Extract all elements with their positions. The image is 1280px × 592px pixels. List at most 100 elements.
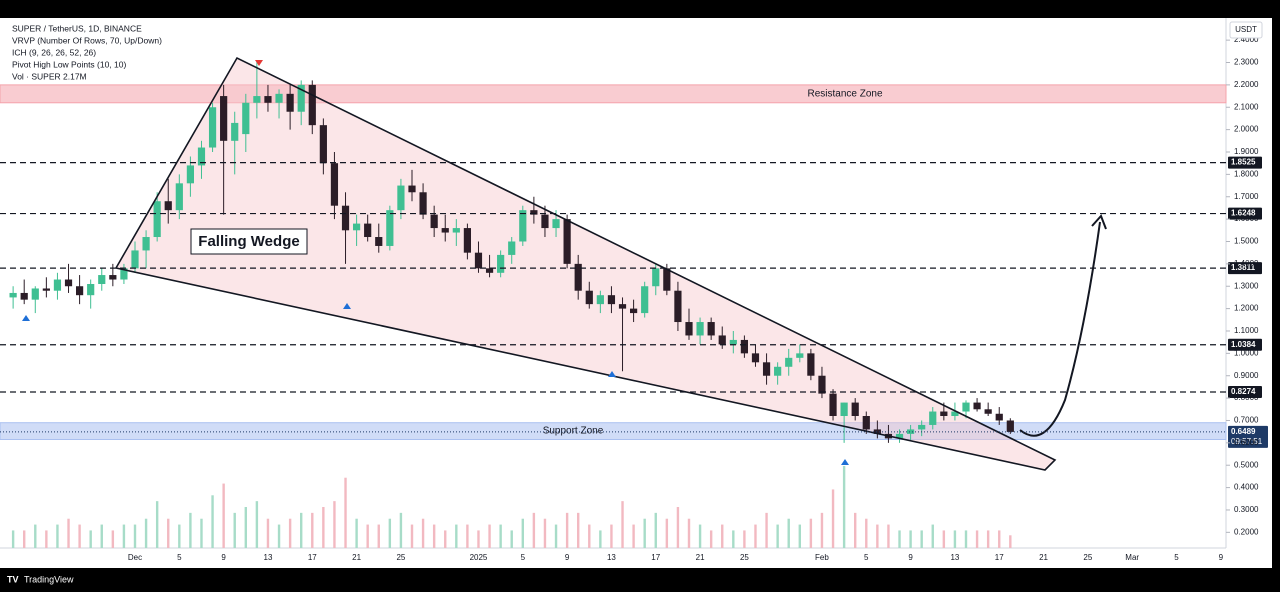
volume-bar	[743, 530, 746, 548]
candle-body	[973, 402, 981, 410]
volume-bar	[133, 524, 137, 548]
candle-body	[452, 228, 460, 233]
candle-body	[1006, 420, 1014, 432]
y-tick-label: 2.4000	[1234, 35, 1259, 44]
y-tick-label: 1.8000	[1234, 169, 1259, 178]
y-tick-label: 2.0000	[1234, 125, 1259, 134]
volume-bar	[211, 495, 214, 548]
volume-bar	[577, 512, 580, 548]
candle-body	[485, 268, 494, 273]
candle-body	[253, 96, 261, 103]
candle-body	[740, 339, 748, 354]
candle-body	[109, 275, 117, 280]
watermark: TradingView	[24, 574, 74, 584]
candle-body	[829, 393, 837, 416]
volume-bar	[311, 512, 314, 548]
pattern-label: Falling Wedge	[198, 233, 299, 250]
pivot-low	[22, 315, 30, 321]
volume-bar	[23, 530, 26, 548]
candle-body	[42, 288, 50, 291]
volume-bar	[11, 530, 15, 548]
volume-bar	[931, 524, 934, 548]
currency-box	[1229, 21, 1263, 39]
candle-body	[31, 288, 39, 300]
volume-bar	[998, 530, 1001, 548]
y-tick-label: 0.9000	[1234, 371, 1259, 380]
volume-bar	[920, 530, 923, 548]
currency: USDT	[1235, 25, 1257, 34]
volume-bar	[233, 512, 236, 548]
candle-body	[929, 411, 937, 425]
candle-body	[186, 165, 194, 184]
candle-body	[286, 93, 294, 112]
candle-body	[408, 185, 416, 193]
volume-bar	[477, 530, 480, 548]
x-tick-label: Mar	[1125, 553, 1139, 562]
candle-body	[696, 322, 704, 336]
volume-bar	[288, 518, 292, 548]
level-badge	[1228, 338, 1262, 351]
candle-body	[862, 416, 870, 430]
volume-bar	[244, 507, 247, 548]
indicator-label: Pivot High Low Points (10, 10)	[12, 59, 127, 69]
candle-body	[319, 125, 327, 164]
volume-bar	[178, 524, 181, 548]
volume-bar	[122, 524, 126, 548]
level-badge	[1228, 385, 1262, 398]
x-tick-label: 5	[1174, 553, 1179, 562]
candle-body	[718, 335, 726, 345]
candle-body	[685, 322, 693, 336]
volume-bar	[366, 524, 369, 548]
volume-bar	[432, 524, 436, 548]
volume-bar	[222, 483, 225, 548]
candle-body	[386, 210, 394, 246]
volume-bar	[820, 512, 824, 548]
x-tick-label: 13	[607, 553, 616, 562]
candle-body	[341, 205, 350, 231]
candle-body	[530, 210, 538, 215]
zone-label: Resistance Zone	[807, 88, 882, 99]
volume-bar	[909, 530, 912, 548]
level-badge	[1228, 262, 1262, 275]
y-tick-label: 2.1000	[1234, 102, 1259, 111]
x-tick-label: 5	[177, 553, 182, 562]
volume-bar	[355, 518, 358, 548]
candle-body	[873, 429, 881, 434]
axes: 0.2000 0.3000 0.4000 0.5000 0.6000 0.7000 0.80…	[128, 35, 1259, 562]
volume-bar	[588, 524, 591, 548]
candle-body	[142, 237, 150, 251]
volume-bar	[599, 530, 602, 548]
x-tick-label: 2025	[470, 553, 488, 562]
volume-bar	[621, 501, 624, 548]
candle-body	[895, 433, 904, 439]
volume-bar	[89, 530, 92, 548]
x-tick-label: 9	[1219, 553, 1224, 562]
candle-body	[674, 290, 682, 323]
x-tick-label: 13	[264, 553, 273, 562]
candle-body	[463, 228, 471, 253]
y-tick-label: 0.7000	[1234, 416, 1259, 425]
volume-bar	[466, 524, 469, 548]
candle-body	[541, 214, 549, 229]
candle-body	[430, 214, 438, 229]
volume-bar	[765, 512, 768, 548]
x-tick-label: 9	[565, 553, 570, 562]
volume-bar	[510, 530, 513, 548]
volume-bar	[421, 518, 425, 548]
y-tick-label: 1.6000	[1234, 214, 1259, 223]
level-label: 1.0384	[1231, 340, 1256, 349]
candle-body	[208, 107, 217, 148]
indicator-label: ICH (9, 26, 26, 52, 26)	[12, 47, 96, 57]
candle-body	[131, 250, 139, 269]
y-tick-label: 2.2000	[1234, 80, 1259, 89]
x-tick-label: 5	[521, 553, 526, 562]
volume-bar	[732, 530, 735, 548]
y-tick-label: 1.2000	[1234, 304, 1259, 313]
level-label: 1.3811	[1231, 263, 1256, 272]
volume-bar	[543, 518, 547, 548]
volume-bar	[34, 524, 37, 548]
candle-body	[707, 322, 715, 336]
candle-body	[98, 275, 106, 284]
y-tick-label: 0.5000	[1234, 460, 1259, 469]
pattern-box	[190, 228, 308, 255]
